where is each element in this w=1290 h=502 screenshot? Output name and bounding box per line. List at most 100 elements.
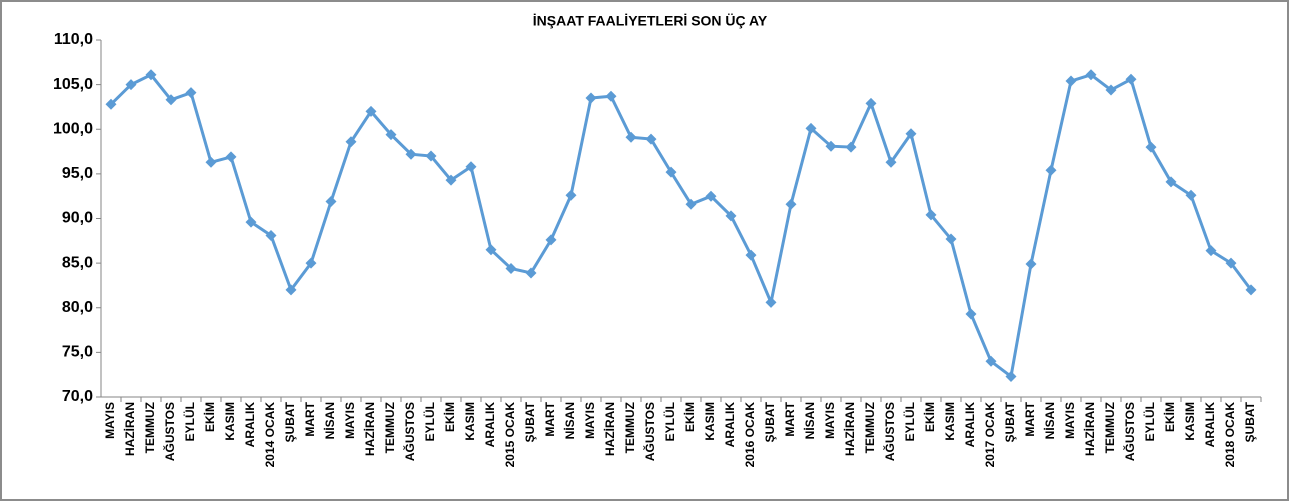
y-tick-label: 105,0 [53,76,93,93]
x-tick-label: AĞUSTOS [642,402,657,461]
marker [845,141,857,153]
marker [165,94,177,106]
marker [505,262,517,274]
x-tick-label: HAZİRAN [122,402,137,456]
marker [1145,141,1157,153]
marker [1105,84,1117,96]
marker [865,97,877,109]
marker [225,151,237,163]
marker [805,122,817,134]
x-tick-label: TEMMUZ [863,402,877,453]
marker [325,196,337,208]
marker [585,92,597,104]
x-tick-label: ARALIK [483,402,497,448]
marker [825,140,837,152]
x-tick-label: NİSAN [1042,402,1057,439]
marker [405,148,417,160]
marker [885,156,897,168]
x-tick-label: MAYIS [823,402,837,439]
marker [1165,176,1177,188]
marker [365,105,377,117]
marker [665,166,677,178]
x-tick-label: ŞUBAT [283,401,297,442]
x-tick-label: EYLÜL [1142,402,1157,441]
x-tick-label: KASIM [1183,402,1197,441]
x-tick-label: HAZİRAN [1082,402,1097,456]
marker [485,244,497,256]
marker [465,161,477,173]
x-tick-label: EYLÜL [182,402,197,441]
x-tick-label: MART [543,401,557,436]
marker [285,284,297,296]
line [109,72,1253,380]
marker [125,79,137,91]
marker [1245,284,1257,296]
x-tick-label: AĞUSTOS [882,402,897,461]
y-tick-label: 70,0 [62,388,93,405]
x-tick-label: ARALIK [723,402,737,448]
x-tick-label: NİSAN [562,402,577,439]
marker [625,131,637,143]
x-tick-label: EKİM [202,402,217,432]
chart-title: İNŞAAT FAALİYETLERİ SON ÜÇ AY [533,13,768,29]
marker [985,355,997,367]
marker [445,174,457,186]
x-tick-label: HAZİRAN [362,402,377,456]
marker [245,216,257,228]
y-tick-label: 110,0 [54,31,93,48]
marker [145,69,157,81]
x-tick-label: EKİM [922,402,937,432]
y-tick-label: 100,0 [53,120,93,137]
x-tick-label: EKİM [682,402,697,432]
x-tick-label: TEMMUZ [143,402,157,453]
marker [605,90,617,102]
x-tick-label: AĞUSTOS [402,402,417,461]
marker [905,128,917,140]
x-tick-label: NİSAN [322,402,337,439]
x-tick-label: HAZİRAN [602,402,617,456]
x-tick-label: ARALIK [963,402,977,448]
x-tick-label: 2015 OCAK [503,402,517,468]
x-tick-label: KASIM [223,402,237,441]
x-tick-label: ŞUBAT [763,401,777,442]
marker [925,209,937,221]
marker [705,190,717,202]
marker [385,129,397,141]
x-tick-label: KASIM [943,402,957,441]
x-tick-label: ŞUBAT [523,401,537,442]
x-tick-label: MART [1023,401,1037,436]
x-tick-label: EKİM [442,402,457,432]
x-tick-label: MART [783,401,797,436]
marker [945,233,957,245]
marker [1005,370,1017,382]
marker [965,308,977,320]
marker [425,150,437,162]
x-tick-label: TEMMUZ [383,402,397,453]
x-tick-label: EYLÜL [902,402,917,441]
x-tick-label: KASIM [703,402,717,441]
x-tick-label: ŞUBAT [1243,401,1257,442]
x-tick-label: 2016 OCAK [743,402,757,468]
marker [745,249,757,261]
x-tick-label: MAYIS [583,402,597,439]
x-tick-label: 2017 OCAK [983,402,997,468]
x-tick-label: AĞUSTOS [1122,402,1137,461]
x-tick-label: EYLÜL [422,402,437,441]
marker [565,189,577,201]
x-tick-label: EKİM [1162,402,1177,432]
marker [345,136,357,148]
marker [765,296,777,308]
x-tick-label: ARALIK [1203,402,1217,448]
marker [205,156,217,168]
marker [1205,245,1217,257]
marker [1185,189,1197,201]
x-tick-label: MART [303,401,317,436]
marker [1045,164,1057,176]
marker [1065,75,1077,87]
marker [645,133,657,145]
x-tick-label: TEMMUZ [1103,402,1117,453]
x-tick-label: KASIM [463,402,477,441]
marker [785,198,797,210]
